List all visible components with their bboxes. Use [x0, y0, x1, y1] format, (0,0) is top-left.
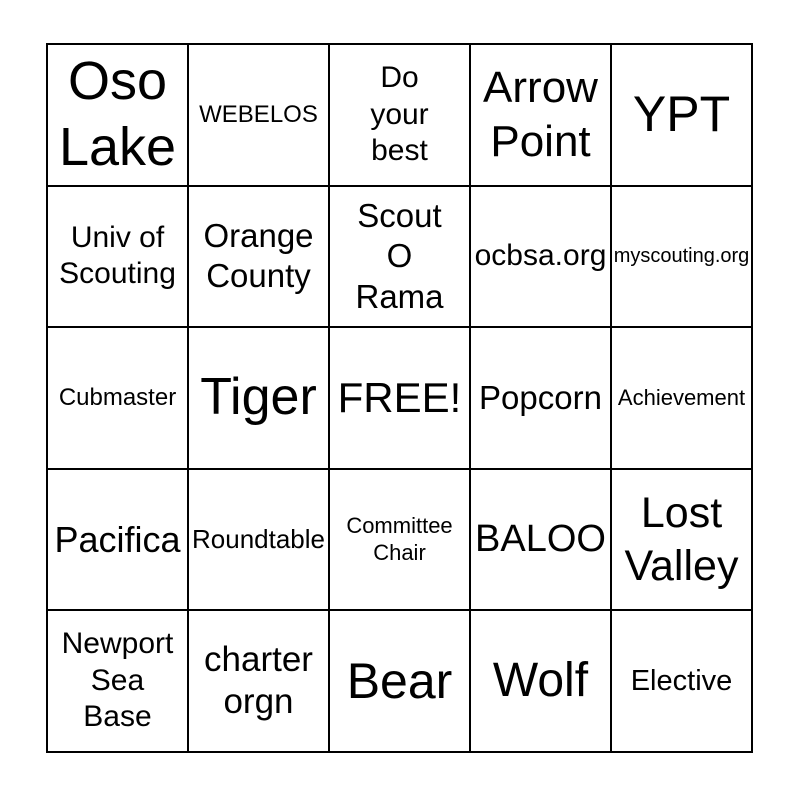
- bingo-cell-r4c3[interactable]: Committee Chair: [330, 469, 471, 612]
- bingo-cell-r1c5[interactable]: YPT: [612, 45, 753, 187]
- bingo-cell-r5c3[interactable]: Bear: [330, 611, 471, 753]
- bingo-cell-r4c2[interactable]: Roundtable: [189, 469, 330, 612]
- bingo-cell-r4c5[interactable]: Lost Valley: [612, 469, 753, 612]
- bingo-cell-r5c2[interactable]: charter orgn: [189, 611, 330, 753]
- bingo-cell-r3c1[interactable]: Cubmaster: [48, 328, 189, 470]
- bingo-card: Oso Lake WEBELOS Do your best Arrow Poin…: [46, 43, 753, 753]
- bingo-cell-r4c1[interactable]: Pacifica: [48, 469, 189, 612]
- bingo-cell-r2c3[interactable]: Scout O Rama: [330, 186, 471, 329]
- bingo-cell-r4c4[interactable]: BALOO: [471, 469, 612, 612]
- bingo-cell-r1c2[interactable]: WEBELOS: [189, 45, 330, 187]
- bingo-cell-r2c4[interactable]: ocbsa.org: [471, 186, 612, 329]
- bingo-cell-r5c4[interactable]: Wolf: [471, 611, 612, 753]
- bingo-cell-r2c5[interactable]: myscouting.org: [612, 186, 753, 329]
- bingo-cell-r2c2[interactable]: Orange County: [189, 186, 330, 329]
- bingo-cell-r1c3[interactable]: Do your best: [330, 45, 471, 187]
- bingo-cell-r5c5[interactable]: Elective: [612, 611, 753, 753]
- bingo-cell-r1c4[interactable]: Arrow Point: [471, 45, 612, 187]
- bingo-cell-r2c1[interactable]: Univ of Scouting: [48, 186, 189, 329]
- free-space-cell[interactable]: FREE!: [330, 328, 471, 470]
- bingo-cell-r5c1[interactable]: Newport Sea Base: [48, 611, 189, 753]
- bingo-cell-r3c4[interactable]: Popcorn: [471, 328, 612, 470]
- bingo-cell-r3c5[interactable]: Achievement: [612, 328, 753, 470]
- bingo-cell-r1c1[interactable]: Oso Lake: [48, 45, 189, 187]
- bingo-cell-r3c2[interactable]: Tiger: [189, 328, 330, 470]
